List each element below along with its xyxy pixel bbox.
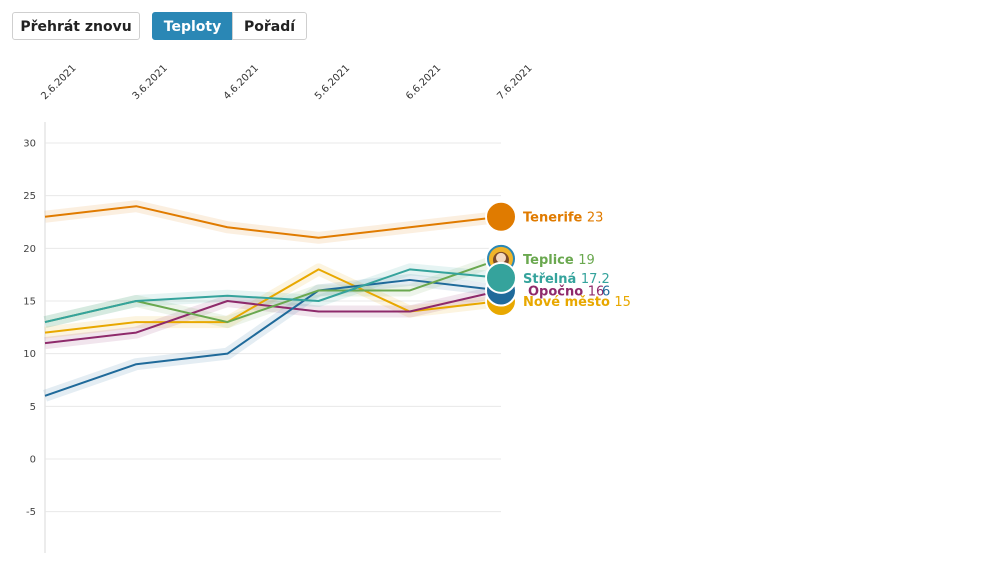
series-line-tenerife — [44, 205, 502, 239]
grid — [45, 142, 501, 513]
end-label: Nové město 15 — [523, 295, 631, 310]
x-tick-label: 3.6.2021 — [131, 63, 170, 102]
tab-temperatures[interactable]: Teploty — [152, 12, 233, 40]
y-tick-label: 10 — [23, 349, 36, 360]
y-tick-label: 20 — [23, 244, 36, 255]
tab-ranking[interactable]: Pořadí — [232, 12, 307, 40]
end-marker — [485, 200, 517, 233]
series-lines — [44, 205, 502, 397]
end-markers — [485, 200, 517, 317]
y-axis: -5 0 5 10 15 20 25 30 — [23, 122, 46, 553]
end-label: Opočno 16 — [528, 284, 604, 299]
y-tick-label: 30 — [23, 139, 36, 150]
end-label: Teplice 19 — [523, 253, 595, 268]
y-tick-label: 25 — [23, 191, 36, 202]
series-line-nové-město — [44, 268, 502, 334]
x-tick-label: 5.6.2021 — [313, 63, 352, 102]
end-label: 6 — [602, 284, 610, 299]
end-label: Tenerife 23 — [523, 211, 603, 226]
replay-button[interactable]: Přehrát znovu — [12, 12, 140, 40]
end-marker — [485, 261, 517, 294]
x-tick-label: 6.6.2021 — [404, 63, 443, 102]
y-tick-label: 5 — [30, 402, 36, 413]
x-tick-label: 2.6.2021 — [39, 63, 78, 102]
series-line-unnamed — [44, 278, 502, 397]
x-axis: 2.6.2021 3.6.2021 4.6.2021 5.6.2021 6.6.2021… — [39, 63, 534, 102]
series-halos — [43, 200, 503, 402]
y-tick-label: 15 — [23, 297, 36, 308]
end-label: Střelná 17.2 — [523, 272, 610, 287]
y-tick-label: 0 — [30, 455, 36, 466]
x-tick-label: 7.6.2021 — [495, 63, 534, 102]
y-tick-label: -5 — [26, 507, 36, 518]
x-tick-label: 4.6.2021 — [222, 63, 261, 102]
series-line-střelná — [44, 268, 502, 324]
